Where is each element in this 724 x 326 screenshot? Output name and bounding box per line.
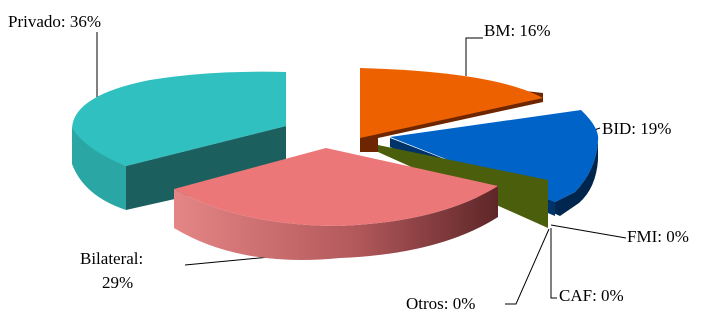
slice-bm <box>360 68 543 152</box>
slice-privado-top <box>72 71 286 166</box>
label-bid: BID: 19% <box>602 119 671 138</box>
slice-privado <box>72 71 286 210</box>
slice-bilateral <box>174 148 498 260</box>
label-privado: Privado: 36% <box>8 12 101 31</box>
label-fmi: FMI: 0% <box>627 227 689 246</box>
label-otros: Otros: 0% <box>406 294 475 313</box>
slice-bilateral-side <box>174 186 498 260</box>
slice-bid-top <box>390 110 599 202</box>
label-bilateral-line2: 29% <box>102 273 133 292</box>
label-bilateral-line1: Bilateral: <box>80 249 143 268</box>
leader-line-fmi <box>550 224 627 239</box>
data-labels: Privado: 36% BM: 16% BID: 19% FMI: 0% CA… <box>8 12 689 313</box>
slice-bm-top <box>360 68 543 138</box>
leader-line-caf <box>550 228 557 299</box>
slice-privado-inner-side <box>126 126 286 210</box>
slice-bilateral-top <box>174 148 498 226</box>
label-bm: BM: 16% <box>484 21 551 40</box>
leader-line-bm <box>465 37 483 76</box>
label-caf: CAF: 0% <box>559 286 624 305</box>
leader-line-otros <box>505 228 550 305</box>
slice-privado-side <box>72 128 126 210</box>
